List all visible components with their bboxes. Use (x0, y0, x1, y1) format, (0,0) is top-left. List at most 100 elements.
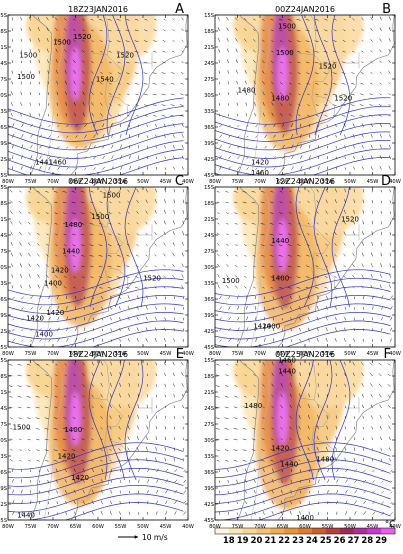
latitude-tick-label: 42S (204, 329, 214, 335)
colorbar-unit: °C (385, 520, 395, 530)
latitude-tick-label: 45S (204, 345, 214, 351)
latitude-tick-label: 15S (0, 185, 7, 191)
latitude-tick-label: 27S (204, 77, 214, 83)
longitude-tick-label: 45W (160, 179, 172, 185)
latitude-tick-label: 33S (0, 454, 7, 460)
panel-title: 12Z24JAN2016 (275, 177, 335, 186)
wind-reference-label: 10 m/s (142, 533, 168, 542)
latitude-tick-label: 45S (0, 518, 7, 524)
latitude-tick-label: 27S (0, 249, 7, 255)
isoline-label: 1440 (280, 461, 298, 469)
panel-letter: C (175, 174, 184, 189)
isoline-label: 1520 (341, 216, 359, 224)
latitude-tick-label: 33S (204, 281, 214, 287)
colorbar-tick-label: 20 (251, 536, 263, 546)
isoline-label: 1500 (13, 423, 31, 431)
isoline-label: 1420 (58, 453, 76, 461)
isoline-label: 1520 (116, 52, 134, 60)
latitude-tick-label: 15S (204, 13, 214, 19)
colorbar-swatch (215, 528, 229, 534)
isoline-label: 1500 (278, 22, 296, 30)
colorbar-tick-label: 24 (306, 536, 318, 546)
latitude-tick-label: 42S (204, 502, 214, 508)
panel-letter: D (381, 174, 391, 189)
isoline-label: 1440 (278, 367, 296, 375)
colorbar-swatch (298, 528, 312, 534)
isoline-label: 1540 (96, 76, 114, 84)
latitude-tick-label: 39S (0, 141, 7, 147)
latitude-tick-label: 39S (204, 313, 214, 319)
isoline-label: 1440 (17, 511, 35, 519)
longitude-tick-label: 45W (367, 351, 379, 357)
isoline-label: 1520 (319, 62, 337, 70)
latitude-tick-label: 30S (204, 93, 214, 99)
latitude-tick-label: 33S (0, 109, 7, 115)
isoline-label: 1500 (53, 38, 71, 46)
colorbar-tick-label: 23 (292, 536, 304, 546)
latitude-tick-label: 18S (0, 29, 7, 35)
isoline-label: 1420 (46, 309, 64, 317)
latitude-tick-label: 27S (204, 422, 214, 428)
latitude-tick-label: 42S (204, 157, 214, 163)
latitude-tick-label: 24S (204, 61, 214, 67)
latitude-tick-label: 39S (204, 486, 214, 492)
latitude-tick-label: 18S (0, 374, 7, 380)
latitude-tick-label: 21S (204, 217, 214, 223)
latitude-tick-label: 45S (0, 345, 7, 351)
longitude-tick-label: 80W (2, 524, 14, 530)
longitude-tick-label: 45W (160, 524, 172, 530)
latitude-tick-label: 18S (204, 201, 214, 207)
longitude-tick-label: 70W (254, 351, 266, 357)
colorbar-swatch (229, 528, 243, 534)
longitude-tick-label: 50W (344, 179, 356, 185)
isoline-label: 1500 (103, 192, 121, 200)
longitude-tick-label: 75W (232, 351, 244, 357)
colorbar-tick-label: 26 (334, 536, 346, 546)
latitude-tick-label: 30S (0, 438, 7, 444)
latitude-tick-label: 15S (204, 185, 214, 191)
latitude-tick-label: 36S (0, 125, 7, 131)
latitude-tick-label: 33S (204, 454, 214, 460)
isoline-label: 1500 (91, 213, 109, 221)
panel-letter: B (382, 2, 391, 17)
latitude-tick-label: 18S (0, 201, 7, 207)
latitude-tick-label: 45S (204, 518, 214, 524)
latitude-tick-label: 42S (0, 157, 7, 163)
isoline-label: 1480 (271, 94, 289, 102)
colorbar-swatch (270, 528, 284, 534)
latitude-tick-label: 39S (0, 313, 7, 319)
colorbar-swatch (243, 528, 257, 534)
panel-letter: E (176, 347, 184, 362)
longitude-tick-label: 65W (70, 524, 82, 530)
longitude-tick-label: 75W (25, 351, 37, 357)
longitude-tick-label: 80W (2, 351, 14, 357)
isoline-label: 1420 (26, 314, 44, 322)
latitude-tick-label: 24S (204, 233, 214, 239)
isoline-label: 1480 (316, 455, 334, 463)
latitude-tick-label: 42S (0, 329, 7, 335)
isoline-label: 1420 (251, 158, 269, 166)
latitude-tick-label: 24S (0, 61, 7, 67)
isoline-label: 1480 (238, 86, 256, 94)
colorbar-tick-label: 27 (348, 536, 360, 546)
longitude-tick-label: 50W (137, 524, 149, 530)
colorbar-tick-label: 29 (375, 536, 387, 546)
latitude-tick-label: 39S (204, 141, 214, 147)
panel-title: 06Z24JAN2016 (68, 177, 128, 186)
latitude-tick-label: 21S (204, 45, 214, 51)
latitude-tick-label: 27S (0, 77, 7, 83)
latitude-tick-label: 42S (0, 502, 7, 508)
isoline-label: 1400 (44, 280, 62, 288)
panel-title: 18Z23JAN2016 (68, 5, 128, 14)
latitude-tick-label: 21S (0, 217, 7, 223)
latitude-tick-label: 30S (204, 265, 214, 271)
longitude-tick-label: 40W (182, 524, 194, 530)
isoline-label: 1520 (334, 94, 352, 102)
latitude-tick-label: 36S (204, 297, 214, 303)
colorbar-tick-label: 28 (361, 536, 373, 546)
longitude-tick-label: 50W (137, 179, 149, 185)
isoline-label: 1520 (143, 274, 161, 282)
isoline-label: 1420 (71, 474, 89, 482)
